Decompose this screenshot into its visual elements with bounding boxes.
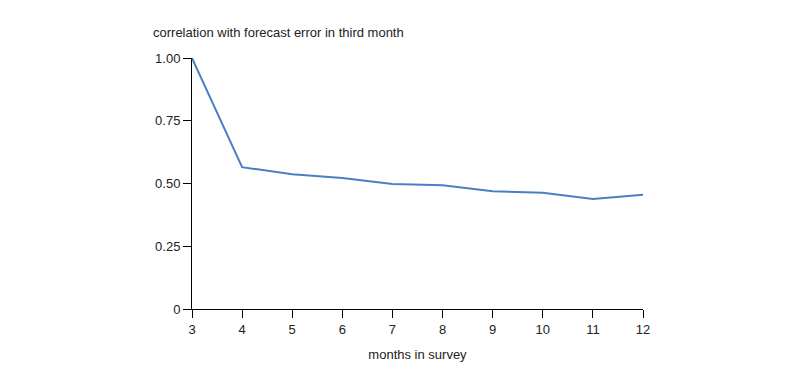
svg-text:0.75: 0.75 <box>155 113 180 128</box>
svg-text:6: 6 <box>339 322 346 337</box>
svg-text:0.50: 0.50 <box>155 176 180 191</box>
svg-text:correlation with forecast erro: correlation with forecast error in third… <box>153 25 404 40</box>
svg-text:10: 10 <box>536 322 550 337</box>
svg-text:5: 5 <box>289 322 296 337</box>
svg-text:0: 0 <box>173 302 180 317</box>
svg-text:12: 12 <box>636 322 650 337</box>
svg-text:4: 4 <box>238 322 245 337</box>
svg-text:months in survey: months in survey <box>368 347 467 362</box>
svg-text:11: 11 <box>586 322 600 337</box>
svg-text:1.00: 1.00 <box>155 51 180 66</box>
svg-text:7: 7 <box>389 322 396 337</box>
svg-text:8: 8 <box>439 322 446 337</box>
svg-text:3: 3 <box>188 322 195 337</box>
svg-text:0.25: 0.25 <box>155 239 180 254</box>
svg-text:9: 9 <box>489 322 496 337</box>
